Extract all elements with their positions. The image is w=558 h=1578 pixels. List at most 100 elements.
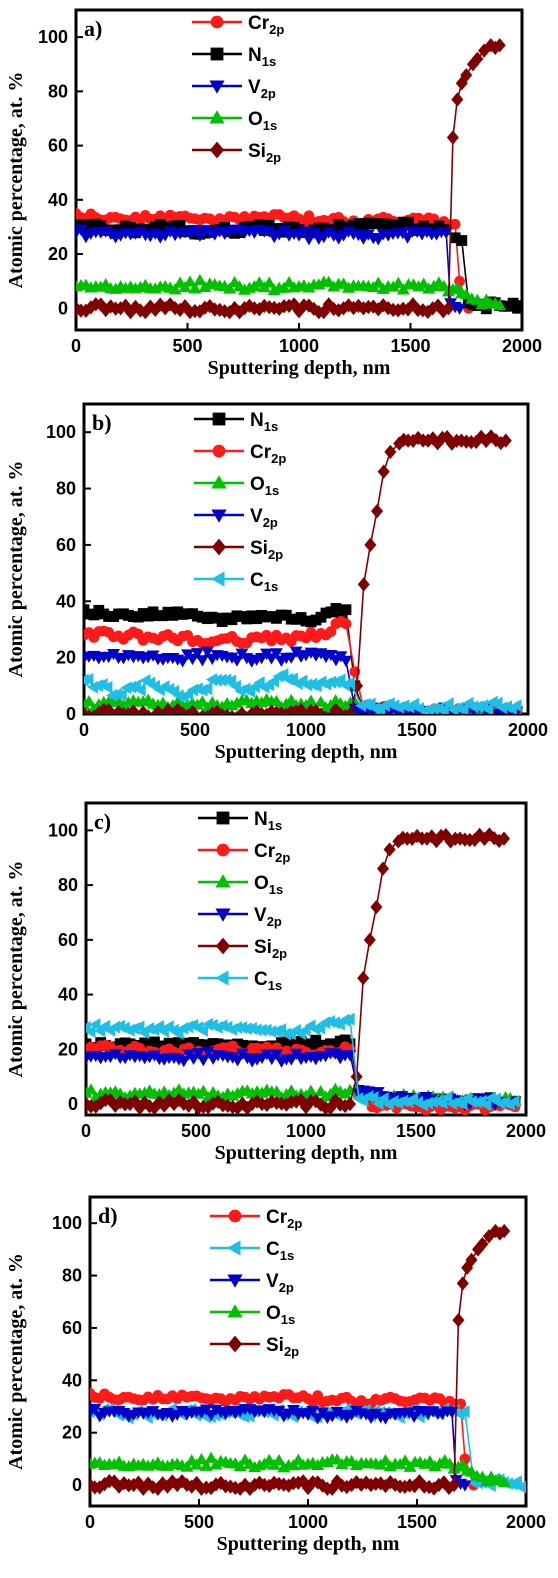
legend-entry: C1s (254, 969, 282, 993)
data-point (199, 1459, 213, 1471)
data-point (460, 67, 473, 83)
data-point (340, 618, 352, 630)
data-point (224, 674, 237, 688)
data-point (401, 232, 414, 244)
data-point (186, 704, 199, 714)
data-point (233, 1459, 247, 1472)
data-point (223, 282, 237, 294)
legend: Cr2p C1s V2p O1s Si2p (210, 1207, 302, 1359)
y-tick-label: 0 (72, 1475, 82, 1495)
x-tick-label: 1500 (390, 336, 430, 356)
data-point (89, 1018, 101, 1032)
data-point (497, 831, 511, 846)
legend-entry: Si2p (250, 538, 283, 562)
data-point (284, 652, 298, 664)
data-point (284, 693, 298, 706)
data-point (265, 653, 278, 665)
legend-entry: Si2p (266, 1335, 299, 1359)
legend-entry: C1s (250, 570, 278, 594)
data-point (379, 1454, 392, 1466)
data-point (455, 1097, 468, 1111)
data-point (196, 1024, 208, 1037)
data-point (188, 225, 202, 237)
data-point (204, 1409, 218, 1422)
data-point (144, 709, 153, 714)
data-point (277, 281, 291, 293)
x-tick-label: 0 (85, 1512, 95, 1532)
legend-entry: V2p (250, 506, 278, 530)
y-tick-label: 0 (58, 298, 68, 318)
data-point (194, 1453, 208, 1465)
data-point (357, 577, 370, 592)
data-point (357, 971, 370, 986)
data-point (384, 444, 397, 460)
legend-marker (215, 874, 231, 888)
data-point (458, 1480, 472, 1492)
y-tick-label: 0 (68, 1094, 78, 1114)
legend-marker (216, 811, 230, 825)
data-point (201, 1046, 215, 1058)
data-point (334, 673, 346, 687)
series-si2p (86, 827, 511, 1115)
series-si2p (90, 1223, 511, 1497)
data-point (200, 646, 214, 658)
data-point (198, 709, 207, 714)
legend-marker (209, 141, 225, 159)
legend-entry: Si2p (254, 937, 287, 961)
series-line (90, 1230, 505, 1491)
data-point (371, 234, 385, 246)
data-point (282, 276, 296, 288)
data-point (516, 300, 522, 311)
y-tick-label: 80 (56, 479, 76, 499)
data-point (453, 303, 467, 315)
legend-entry: N1s (248, 45, 276, 69)
legend-marker (209, 80, 225, 94)
data-point (127, 704, 140, 714)
data-point (228, 709, 236, 714)
plot-frame (82, 402, 530, 716)
y-tick-label: 100 (46, 422, 76, 442)
data-point (196, 1055, 210, 1067)
data-point (457, 702, 469, 714)
data-point (177, 1056, 191, 1068)
y-tick-label: 80 (62, 1266, 82, 1286)
panel-label: b) (92, 410, 112, 435)
data-point (307, 228, 321, 240)
legend-marker (227, 1335, 243, 1353)
data-point (459, 288, 473, 300)
legend-entry: V2p (248, 77, 276, 101)
data-point (508, 1094, 520, 1108)
data-point (270, 1049, 284, 1061)
data-point (195, 655, 209, 667)
data-point (370, 899, 383, 915)
data-point (465, 1465, 478, 1477)
data-point (192, 1048, 205, 1060)
data-point (195, 695, 209, 707)
data-point (493, 38, 506, 53)
data-point (188, 282, 202, 294)
data-point (316, 1407, 329, 1419)
data-point (295, 702, 308, 714)
data-point (252, 276, 266, 288)
legend-entry: Cr2p (248, 13, 284, 37)
chart-b: 0 500 1000 1500 2000 0 20 40 60 80 100 Sputtering d… (5, 402, 548, 763)
data-point (367, 1091, 379, 1105)
data-point (272, 1454, 286, 1466)
y-axis-title: Atomic percentage, at. % (5, 861, 27, 1078)
data-point (343, 676, 356, 690)
data-point (451, 92, 464, 107)
data-point (302, 234, 316, 246)
data-point (186, 653, 199, 666)
data-point (269, 648, 283, 660)
legend: N1s Cr2p O1s V2p Si2p C1s (194, 410, 286, 594)
x-tick-label: 500 (184, 1512, 214, 1532)
data-point (471, 51, 484, 66)
data-point (311, 1413, 325, 1425)
data-point (481, 702, 494, 714)
x-tick-label: 0 (81, 1121, 91, 1141)
data-point (194, 710, 201, 714)
legend: Cr2p N1s V2p O1s Si2p (192, 13, 284, 165)
data-point (363, 932, 376, 947)
data-point (340, 604, 352, 616)
data-point (364, 537, 377, 553)
